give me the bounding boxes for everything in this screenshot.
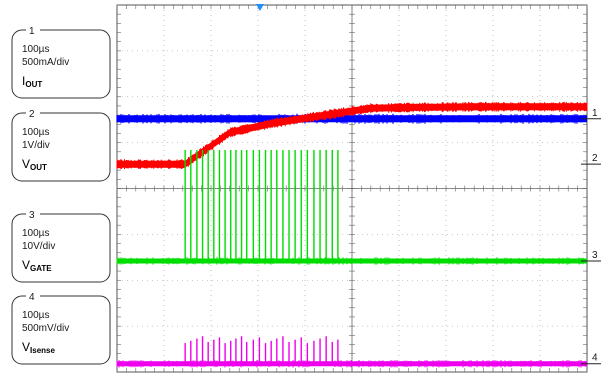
channel-1-marker-label: 1 [592, 108, 598, 119]
channel-2-signal: VOUT [22, 157, 47, 172]
channel-3-noise [116, 257, 586, 265]
channel-1-timebase: 100µs [22, 44, 49, 55]
channel-4-timebase: 100µs [22, 310, 49, 321]
channel-1-number: 1 [29, 26, 35, 37]
channel-4-scale: 500mV/div [22, 323, 69, 334]
trigger-marker [256, 4, 264, 11]
channel-4-label-box: 4 100µs 500mV/div VIsense [11, 290, 111, 365]
channel-2-timebase: 100µs [22, 127, 49, 138]
channel-2-scale: 1V/div [22, 140, 50, 151]
channel-1-signal: IOUT [22, 74, 42, 89]
channel-2-number: 2 [29, 109, 35, 120]
channel-4-number: 4 [29, 292, 35, 303]
channel-3-scale: 10V/div [22, 241, 55, 252]
channel-2-marker-label: 2 [592, 153, 598, 164]
channel-markers: 1 2 3 4 [581, 108, 601, 365]
channel-3-number: 3 [29, 210, 35, 221]
channel-4-trace [117, 361, 587, 367]
channel-3-label-box: 3 100µs 10V/div VGATE [11, 208, 111, 283]
channel-3-signal: VGATE [22, 258, 52, 273]
channel-2-label-box: 2 100µs 1V/div VOUT [11, 107, 111, 182]
channel-4-signal: VIsense [22, 340, 55, 355]
waveforms [116, 101, 588, 368]
channel-1-trace [117, 115, 587, 123]
channel-2-noise [116, 101, 588, 170]
channel-3-marker-label: 3 [592, 250, 598, 261]
channel-4-marker-label: 4 [592, 353, 598, 364]
channel-4-noise [116, 359, 586, 368]
channel-3-trace [117, 258, 587, 264]
channel-1-scale: 500mA/div [22, 57, 69, 68]
channel-1-label-box: 1 100µs 500mA/div IOUT [11, 24, 111, 99]
plot-grid [116, 4, 588, 373]
channel-3-timebase: 100µs [22, 228, 49, 239]
